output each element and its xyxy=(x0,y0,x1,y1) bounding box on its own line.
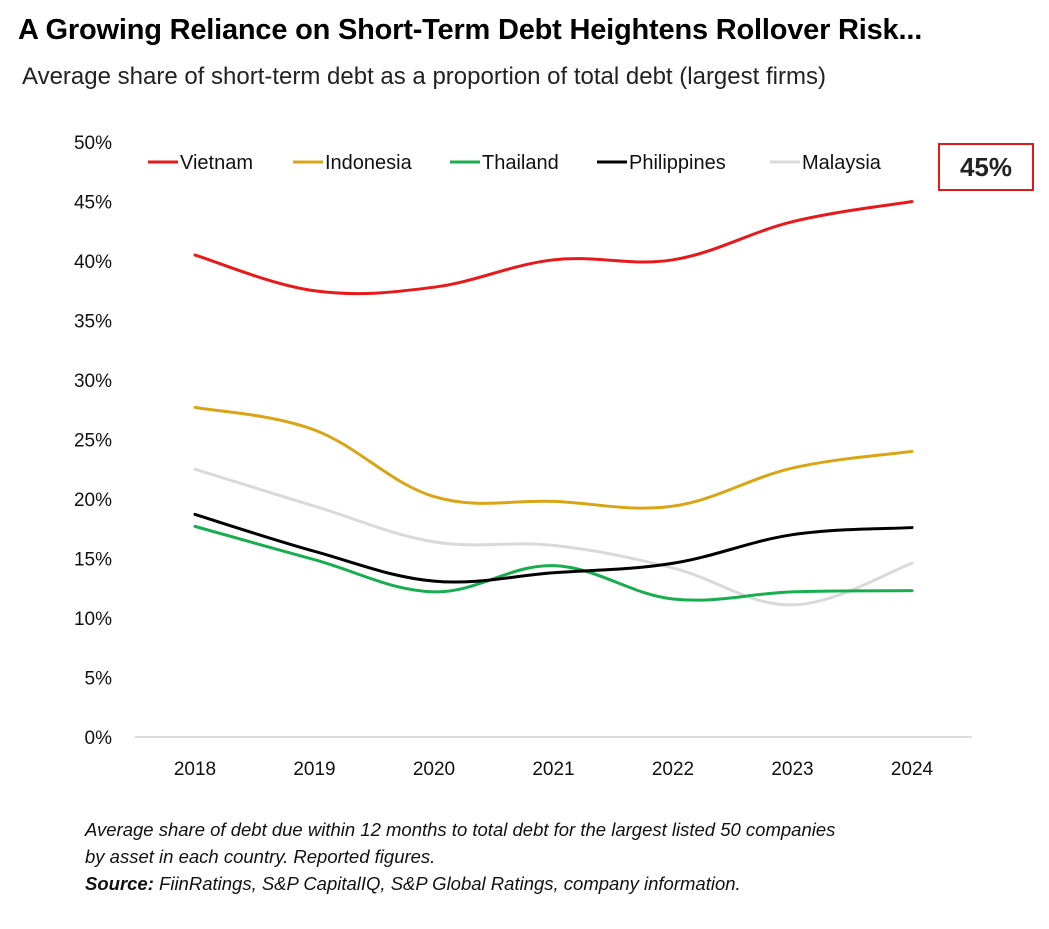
series-line-indonesia xyxy=(193,405,914,510)
legend-label-indonesia: Indonesia xyxy=(325,152,413,174)
chart-title: A Growing Reliance on Short-Term Debt He… xyxy=(18,14,923,46)
series-line-vietnam xyxy=(193,200,914,296)
y-tick-label: 35% xyxy=(74,312,112,333)
source-label: Source: xyxy=(85,873,154,894)
y-tick-label: 45% xyxy=(74,193,112,214)
x-tick-label: 2022 xyxy=(652,759,694,780)
y-axis-tick-labels: 0% 5% 10% 15% 20% 25% 30% 35% 40% 45% 50% xyxy=(74,133,112,749)
x-tick-label: 2019 xyxy=(293,759,335,780)
source-line: Source: FiinRatings, S&P CapitalIQ, S&P … xyxy=(85,870,1025,897)
legend-label-philippines: Philippines xyxy=(629,152,726,174)
legend-label-malaysia: Malaysia xyxy=(802,152,882,174)
y-tick-label: 30% xyxy=(74,371,112,392)
series-lines xyxy=(193,200,914,607)
source-text: FiinRatings, S&P CapitalIQ, S&P Global R… xyxy=(153,873,741,894)
legend: Vietnam Indonesia Thailand Philippines Malay… xyxy=(148,152,882,174)
x-tick-label: 2020 xyxy=(413,759,455,780)
footnote: Average share of debt due within 12 mont… xyxy=(85,816,1025,897)
y-tick-label: 10% xyxy=(74,609,112,630)
footnote-line-1: Average share of debt due within 12 mont… xyxy=(85,819,836,840)
x-tick-label: 2018 xyxy=(174,759,216,780)
x-axis-tick-labels: 2018 2019 2020 2021 2022 2023 2024 xyxy=(174,759,934,780)
series-line-thailand xyxy=(193,524,914,602)
x-tick-label: 2024 xyxy=(891,759,934,780)
footnote-line-2: by asset in each country. Reported figur… xyxy=(85,846,436,867)
y-tick-label: 50% xyxy=(74,133,112,154)
legend-label-thailand: Thailand xyxy=(482,152,559,174)
series-line-malaysia xyxy=(193,467,914,607)
line-chart: 0% 5% 10% 15% 20% 25% 30% 35% 40% 45% 50% 2018 2019… xyxy=(74,133,972,780)
chart-subtitle: Average share of short-term debt as a pr… xyxy=(22,63,826,90)
y-tick-label: 0% xyxy=(85,728,113,749)
y-tick-label: 20% xyxy=(74,490,112,511)
legend-label-vietnam: Vietnam xyxy=(180,152,253,174)
y-tick-label: 5% xyxy=(85,669,113,690)
x-tick-label: 2023 xyxy=(771,759,813,780)
x-tick-label: 2021 xyxy=(532,759,574,780)
y-tick-label: 15% xyxy=(74,550,112,571)
y-tick-label: 25% xyxy=(74,431,112,452)
y-tick-label: 40% xyxy=(74,252,112,273)
highlight-callout: 45% xyxy=(938,143,1034,191)
series-line-philippines xyxy=(193,512,914,584)
